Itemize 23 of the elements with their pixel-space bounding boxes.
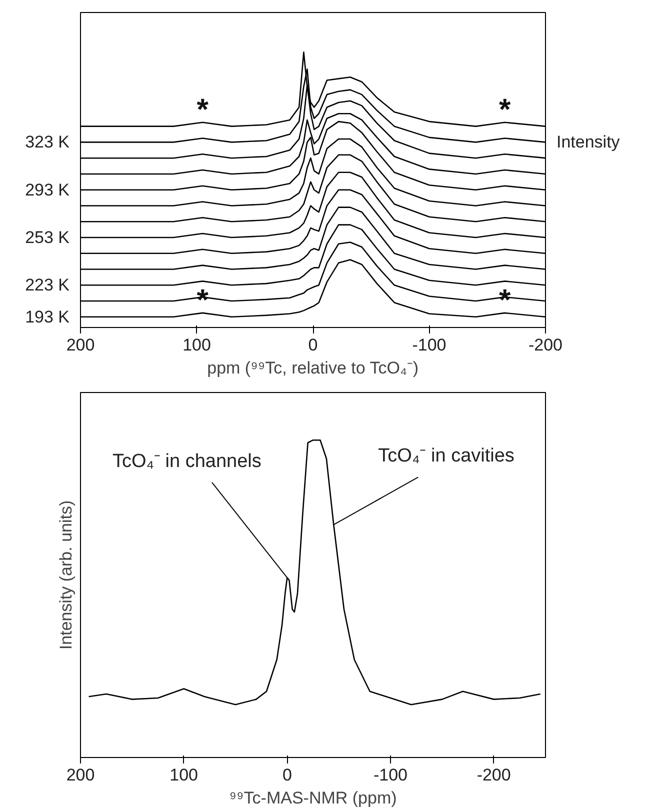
x-tick-label: 0: [282, 766, 292, 784]
x-tick-label: -200: [476, 766, 511, 784]
x-axis-title: ⁹⁹Tc-MAS-NMR (ppm): [229, 788, 397, 808]
series-label: 323 K: [25, 132, 70, 152]
x-axis-title: ppm (⁹⁹Tc, relative to TcO₄⁻): [207, 358, 419, 378]
x-tick-label: 100: [182, 336, 211, 354]
series-label: 223 K: [25, 276, 70, 295]
y-axis-title: Intensity (arb. units): [56, 500, 76, 650]
x-tick-label: -100: [412, 336, 446, 354]
y2-axis-title: Intensity: [556, 132, 620, 152]
annotation: *: [498, 93, 511, 126]
x-tick-label: -100: [373, 766, 408, 784]
series-label: 253 K: [25, 228, 70, 247]
annotation: *: [196, 93, 209, 126]
x-tick-label: 200: [66, 336, 95, 354]
x-tick-label: 100: [170, 766, 198, 784]
x-tick-label: 0: [308, 336, 318, 354]
series-label: 193 K: [25, 307, 70, 326]
series-label: 293 K: [25, 180, 70, 200]
annotation: TcO₄⁻ in cavities: [378, 445, 514, 466]
x-tick-label: 200: [66, 766, 95, 784]
annotation: TcO₄⁻ in channels: [112, 450, 262, 472]
x-tick-label: -200: [528, 336, 563, 354]
